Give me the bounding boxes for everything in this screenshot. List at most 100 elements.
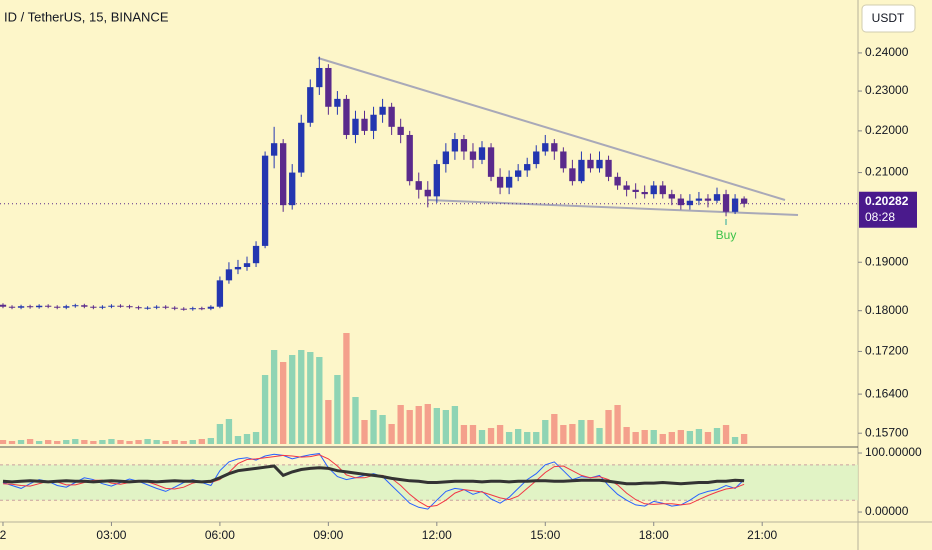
volume-bar — [514, 429, 522, 444]
candle-body — [659, 185, 666, 195]
volume-bar — [704, 432, 712, 444]
volume-bar — [551, 414, 558, 444]
volume-bar — [406, 410, 413, 444]
candle-body — [261, 155, 269, 246]
candle-body — [370, 114, 377, 131]
signal-label: Buy — [716, 228, 737, 242]
y-tick-label: 0.19000 — [865, 254, 909, 268]
x-tick-label: 09:00 — [313, 528, 343, 542]
candle-body — [524, 164, 531, 171]
y-tick-label: 0.18000 — [865, 303, 909, 317]
marks — [0, 56, 748, 444]
volume-bar — [505, 432, 513, 444]
y-tick-label: 0.17200 — [865, 344, 909, 358]
volume-bar — [496, 425, 504, 444]
volume-bar — [225, 419, 233, 444]
volume-bar — [533, 432, 540, 444]
candle-body — [478, 147, 486, 160]
x-tick-label: 06:00 — [205, 528, 235, 542]
volume-bar — [81, 440, 88, 444]
volume-bar — [641, 430, 648, 444]
volume-bar — [379, 415, 386, 444]
candle-body — [650, 185, 657, 195]
volume-bar — [433, 408, 440, 444]
y-tick-label: 0.21000 — [865, 165, 909, 179]
volume-bar — [397, 405, 404, 444]
volume-bar — [659, 434, 666, 444]
candle-body — [587, 159, 594, 169]
candle-body — [8, 306, 16, 308]
x-tick-label: 03:00 — [96, 528, 126, 542]
oscillator-line — [2, 464, 745, 486]
volume-bar — [171, 440, 178, 444]
candle-body — [460, 139, 468, 152]
volume-bar — [72, 439, 79, 444]
candle-body — [397, 126, 404, 135]
volume-bar — [307, 352, 314, 444]
candle-body — [668, 194, 675, 199]
volume-bar — [451, 406, 459, 444]
volume-bar — [524, 432, 531, 444]
candle-body — [451, 139, 459, 152]
candle-body — [542, 143, 549, 152]
candle-body — [569, 168, 576, 182]
volume-bar — [153, 440, 160, 444]
volume-bar — [298, 350, 305, 444]
candle-body — [514, 170, 522, 177]
y-tick-label: 0.15700 — [865, 425, 909, 439]
volume-bar — [45, 440, 52, 444]
trendline-lower — [427, 199, 799, 216]
volume-bar — [361, 420, 368, 444]
volume-bar — [316, 357, 323, 444]
volume-bar — [722, 425, 730, 444]
candle-body — [415, 181, 422, 190]
volume-bar — [99, 440, 106, 444]
volume-bar — [26, 439, 34, 444]
candle-body — [144, 307, 151, 309]
candle-body — [280, 143, 287, 206]
candle-body — [334, 98, 341, 107]
candle-body — [704, 198, 712, 201]
volume-bar — [180, 441, 187, 444]
volume-bar — [415, 406, 422, 444]
y-tick-label: 0.00000 — [865, 504, 909, 518]
candle-body — [26, 306, 34, 308]
volume-bar — [569, 424, 576, 444]
volume-bar — [695, 429, 703, 444]
volume-bar — [63, 440, 70, 444]
volume-bar — [270, 350, 278, 444]
candle-body — [162, 306, 169, 308]
volume-bar — [442, 410, 450, 444]
y-tick-label: 0.22000 — [865, 123, 909, 137]
candle-body — [614, 176, 621, 186]
y-tick-label: 100.00000 — [865, 445, 922, 459]
candle-body — [731, 198, 739, 212]
candle-body — [641, 191, 648, 195]
candle-body — [207, 306, 215, 309]
candle-body — [35, 305, 43, 308]
candle-body — [171, 307, 178, 309]
currency-label[interactable]: USDT — [872, 11, 905, 25]
volume-bar — [243, 434, 251, 444]
volume-bar — [17, 440, 25, 444]
candle-body — [533, 151, 540, 165]
currency-button[interactable] — [861, 4, 916, 33]
candle-body — [560, 151, 567, 169]
volume-bar — [117, 440, 124, 444]
volume-bar — [234, 436, 242, 444]
candle-body — [551, 143, 558, 152]
candle-body — [307, 87, 314, 123]
x-tick-label: 12:00 — [422, 528, 452, 542]
trendline-upper — [317, 57, 786, 201]
candle-body — [198, 308, 205, 310]
volume-bar — [740, 434, 748, 444]
volume-bar — [35, 441, 43, 444]
candle-body — [153, 306, 160, 308]
last-price-label: 0.20282 — [865, 194, 909, 208]
candle-body — [433, 164, 440, 197]
volume-bar — [623, 427, 630, 444]
candle-body — [135, 307, 142, 309]
candle-body — [180, 308, 187, 310]
